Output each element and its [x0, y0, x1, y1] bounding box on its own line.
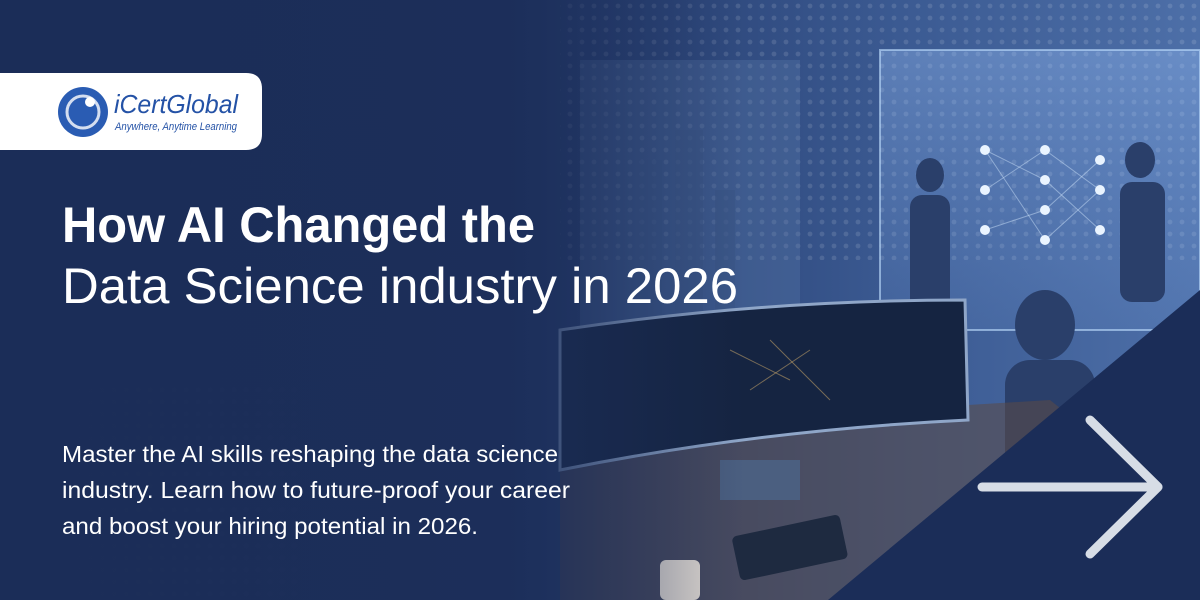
headline-line1: How AI Changed the — [62, 197, 535, 253]
logo-tagline: Anywhere, Anytime Learning — [114, 121, 238, 133]
corner-triangle — [828, 290, 1200, 600]
logo-icon — [58, 87, 108, 137]
description-line: Master the AI skills reshaping the data … — [62, 441, 558, 467]
description-line: and boost your hiring potential in 2026. — [62, 513, 478, 539]
logo-name: iCertGlobal — [114, 89, 239, 119]
logo-icon-dot — [85, 97, 95, 107]
headline-line2: Data Science industry in 2026 — [62, 258, 738, 314]
description-line: industry. Learn how to future-proof your… — [62, 477, 570, 503]
logo-badge — [0, 73, 262, 150]
logo-icon-ring — [65, 94, 101, 130]
arrow — [977, 415, 1163, 559]
